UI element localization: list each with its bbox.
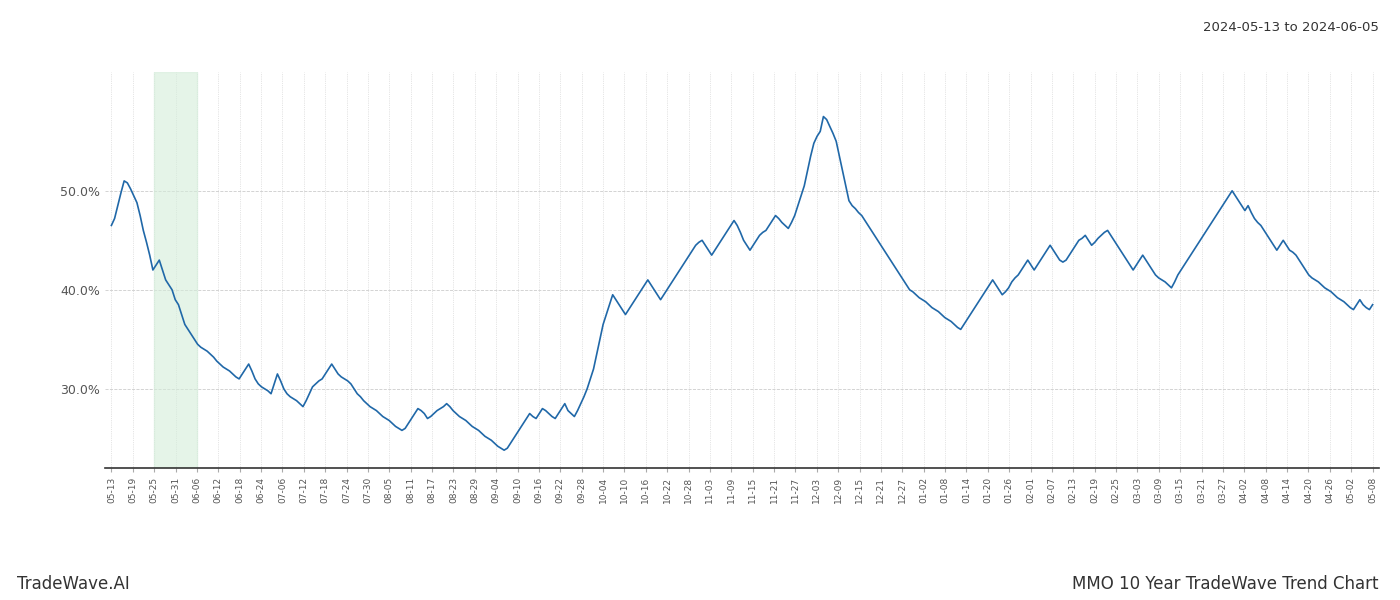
Text: MMO 10 Year TradeWave Trend Chart: MMO 10 Year TradeWave Trend Chart [1072,575,1379,593]
Text: TradeWave.AI: TradeWave.AI [17,575,130,593]
Bar [154,72,197,468]
Text: 2024-05-13 to 2024-06-05: 2024-05-13 to 2024-06-05 [1203,21,1379,34]
